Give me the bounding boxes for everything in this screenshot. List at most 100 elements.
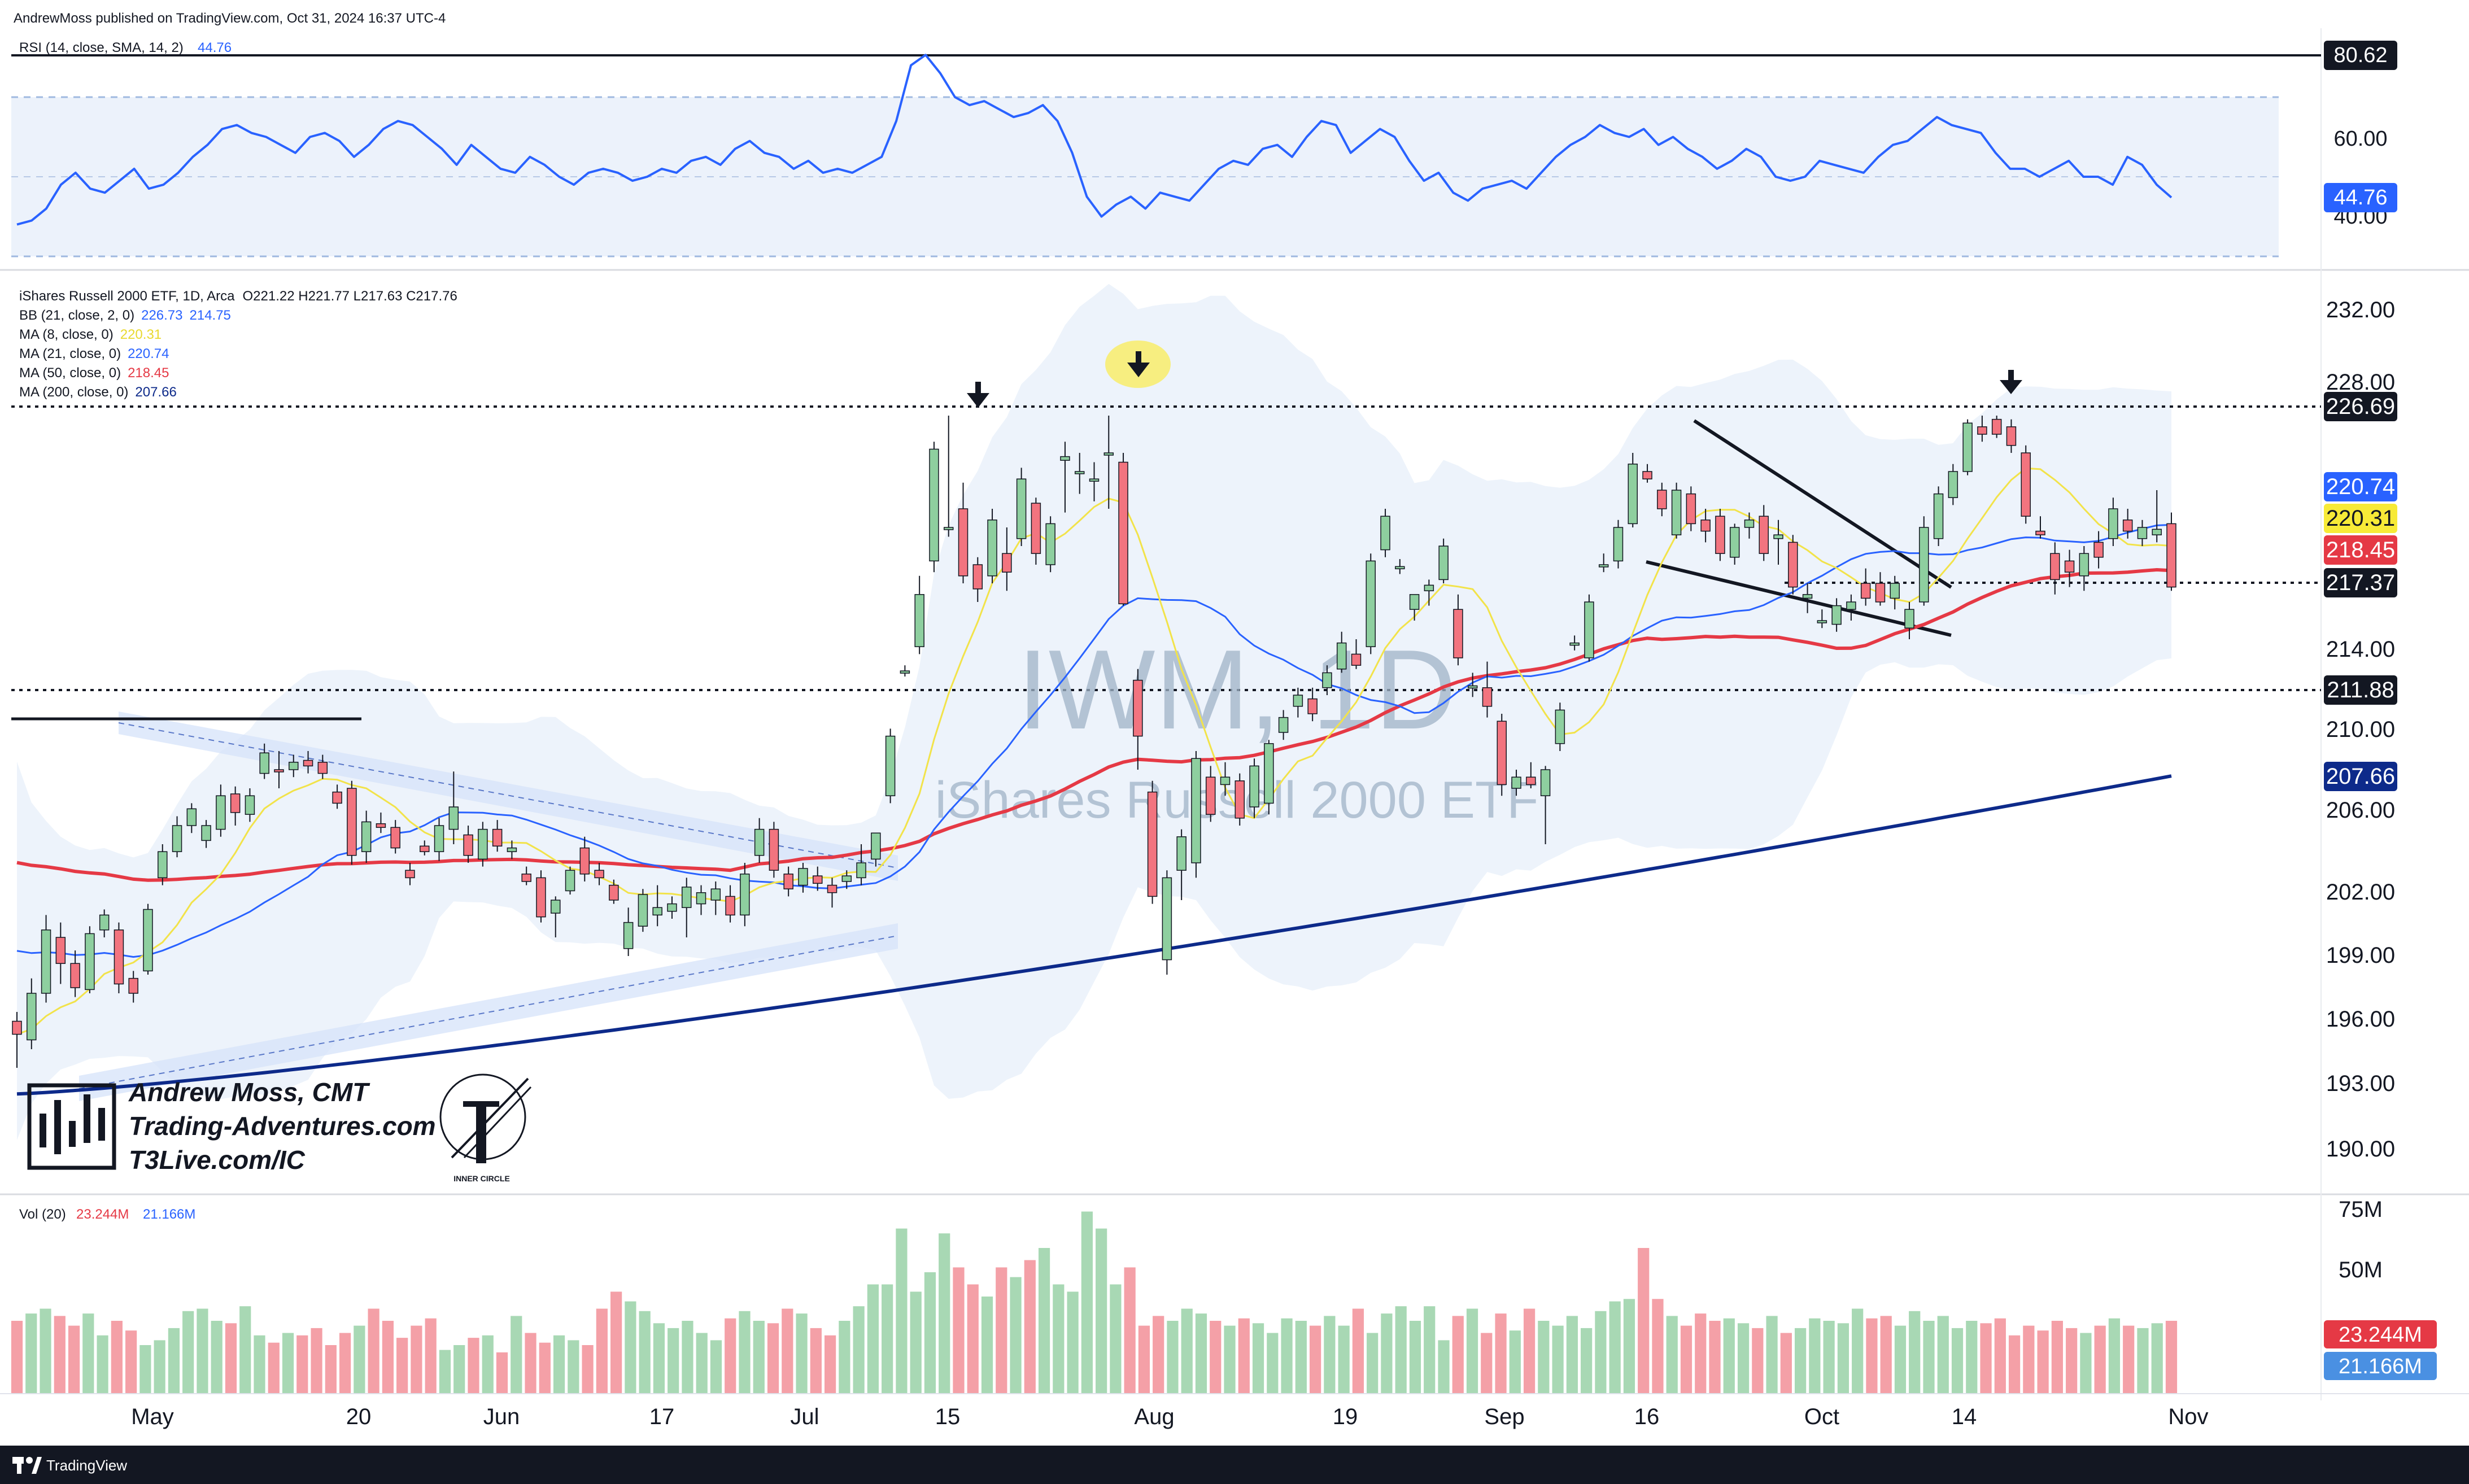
candle — [1264, 740, 1274, 815]
volume-bar — [396, 1338, 408, 1394]
candle-body — [536, 877, 546, 918]
price-legend-ohlc: O221.22 H221.77 L217.63 C217.76 — [243, 289, 457, 304]
level-label-ma200: 207.66 — [2326, 764, 2395, 789]
volume-bar — [511, 1316, 522, 1394]
volume-bar — [425, 1318, 437, 1394]
inner-circle-seal: INNER CIRCLE — [439, 1073, 532, 1183]
candle-body — [1453, 609, 1463, 658]
time-axis: May 20 Jun 17 Jul 15 Aug 19 Sep 16 Oct 14 Nov — [131, 1404, 2208, 1429]
candle-body — [158, 851, 168, 879]
candle-body — [1293, 695, 1303, 707]
candle — [900, 665, 910, 676]
volume-bar — [1923, 1321, 1935, 1394]
volume-bar — [2066, 1328, 2078, 1394]
candle — [1890, 575, 1900, 610]
candle-body — [929, 448, 939, 562]
candle-body — [507, 847, 517, 852]
candle — [1569, 635, 1580, 651]
rsi-legend-label: RSI (14, close, SMA, 14, 2) — [19, 40, 184, 55]
volume-bar — [2008, 1335, 2021, 1394]
candle — [158, 844, 168, 885]
candle-body — [798, 868, 808, 886]
candle — [2064, 549, 2075, 587]
rsi-tick-60: 60.00 — [2333, 127, 2387, 151]
candle — [1176, 829, 1186, 900]
rsi-high-label-box — [2324, 41, 2397, 70]
candle — [1249, 758, 1259, 818]
candle-body — [1657, 490, 1667, 509]
level-label-ma8: 220.31 — [2326, 506, 2395, 531]
candle-body — [943, 527, 954, 530]
volume-bar — [1951, 1328, 1964, 1394]
volume-bar — [68, 1325, 80, 1394]
candle — [841, 870, 852, 889]
volume-bar — [225, 1323, 237, 1394]
candle-body — [1147, 791, 1158, 897]
level-box-226-69 — [2324, 392, 2397, 421]
candle — [172, 816, 182, 858]
candle — [259, 743, 269, 779]
candle-body — [1176, 836, 1186, 871]
volume-bar — [725, 1318, 736, 1394]
volume-bar — [1980, 1323, 1992, 1394]
candle-body — [201, 825, 211, 841]
candle — [2079, 546, 2090, 591]
candle-body — [1307, 698, 1318, 714]
x-tick-label: Oct — [1804, 1404, 1839, 1429]
x-tick-label: Jun — [483, 1404, 520, 1429]
volume-bar — [1909, 1311, 1921, 1394]
candle — [1133, 669, 1143, 770]
candle-body — [696, 892, 706, 905]
volume-bar — [1295, 1321, 1307, 1394]
candle — [448, 771, 459, 844]
volume-bar — [1723, 1318, 1735, 1394]
published-header: AndrewMoss published on TradingView.com,… — [14, 11, 446, 26]
candle — [1322, 665, 1332, 695]
candle — [2137, 520, 2148, 546]
volume-bar — [782, 1308, 793, 1394]
candle-body — [856, 862, 866, 879]
candle-body — [1074, 471, 1085, 474]
candle-body — [1875, 583, 1886, 603]
volume-bar — [1666, 1316, 1678, 1394]
volume-bar — [2051, 1321, 2063, 1394]
candle-body — [1933, 493, 1944, 539]
volume-bar — [1252, 1323, 1264, 1394]
volume-bar — [939, 1233, 950, 1394]
volume-bar — [1038, 1248, 1050, 1394]
candle-body — [420, 845, 430, 852]
candle — [1555, 702, 1565, 751]
candle — [230, 786, 241, 826]
candle-body — [1234, 780, 1245, 819]
level-label-217-37: 217.37 — [2326, 570, 2395, 595]
candle — [507, 840, 517, 859]
price-tick-190: 190.00 — [2326, 1137, 2395, 1162]
candle-body — [405, 870, 415, 879]
candle — [1147, 780, 1158, 904]
candle-body — [1482, 687, 1493, 707]
candle-body — [769, 828, 779, 871]
volume-bar — [25, 1313, 37, 1394]
wedge-lower-channel — [79, 923, 898, 1101]
candle — [565, 866, 575, 895]
volume-bar — [525, 1333, 536, 1394]
volume-bar — [1096, 1228, 1107, 1394]
candle — [1962, 419, 1973, 475]
candle — [2122, 509, 2133, 539]
legend-bb-label: BB (21, close, 2, 0) — [19, 308, 134, 323]
candle-body — [1744, 520, 1755, 528]
volume-bar — [1452, 1316, 1464, 1394]
candle — [1802, 583, 1813, 613]
legend-ma8-label: MA (8, close, 0) — [19, 327, 114, 342]
candle-body — [1628, 464, 1638, 525]
candle-body — [1919, 527, 1929, 603]
candle — [2152, 490, 2162, 543]
x-tick-label: 19 — [1333, 1404, 1358, 1429]
volume-bar — [1837, 1323, 1849, 1394]
candle — [41, 915, 51, 1003]
candle — [420, 840, 430, 856]
candle-body — [2050, 553, 2060, 580]
price-tick-214: 214.00 — [2326, 637, 2395, 662]
author-logo — [27, 1083, 116, 1170]
volume-bar — [882, 1284, 893, 1394]
